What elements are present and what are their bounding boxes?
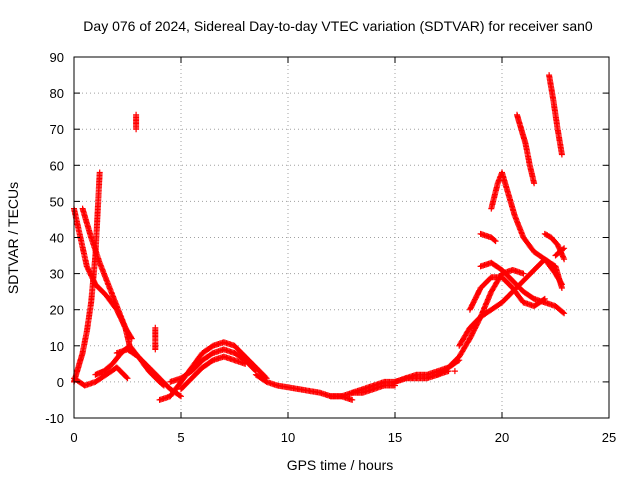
- x-tick-label: 25: [602, 430, 616, 445]
- y-tick-label: 30: [50, 267, 64, 282]
- x-tick-label: 10: [281, 430, 295, 445]
- series-arc-u: [488, 169, 565, 288]
- x-axis-ticks: 0 5 10 15 20 25: [70, 57, 616, 445]
- series-markers: [152, 324, 159, 353]
- series-arc-z: [451, 368, 458, 375]
- series-markers: [514, 111, 538, 187]
- series-markers: [178, 353, 249, 393]
- series-arc-k: [178, 353, 249, 393]
- series-markers: [552, 245, 568, 259]
- series-arc-w: [546, 72, 565, 158]
- series-markers: [79, 205, 135, 342]
- y-tick-label: 70: [50, 122, 64, 137]
- series-arc-y: [552, 245, 568, 259]
- y-axis-label: SDTVAR / TECUs: [5, 182, 21, 294]
- x-tick-label: 0: [70, 430, 77, 445]
- series-markers: [488, 169, 565, 288]
- y-tick-label: 50: [50, 194, 64, 209]
- x-tick-label: 5: [177, 430, 184, 445]
- series-markers: [477, 259, 568, 317]
- y-tick-label: 20: [50, 303, 64, 318]
- series-arc-c: [79, 205, 135, 342]
- series-arc-j: [167, 346, 259, 385]
- series-arc-g: [133, 111, 140, 133]
- series-arc-t: [477, 230, 499, 245]
- series-arc-v: [514, 111, 538, 187]
- y-tick-label: 40: [50, 231, 64, 246]
- y-tick-label: 0: [57, 375, 64, 390]
- series-markers: [167, 346, 259, 385]
- y-axis-ticks: -10 0 10 20 30 40 50 60 70 80 90: [45, 50, 609, 426]
- x-tick-label: 20: [495, 430, 509, 445]
- series-arc-p: [434, 267, 527, 378]
- series-markers: [434, 267, 527, 378]
- y-tick-label: -10: [45, 411, 64, 426]
- y-tick-label: 90: [50, 50, 64, 65]
- x-tick-label: 15: [388, 430, 402, 445]
- grid-layer: [74, 57, 609, 418]
- series-markers: [546, 72, 565, 158]
- chart-title: Day 076 of 2024, Sidereal Day-to-day VTE…: [83, 18, 593, 34]
- y-tick-label: 60: [50, 158, 64, 173]
- x-axis-label: GPS time / hours: [287, 457, 394, 473]
- series-markers: [477, 230, 499, 245]
- series-arc-s: [477, 259, 568, 317]
- data-points: [71, 72, 568, 403]
- series-markers: [466, 274, 548, 313]
- series-markers: [451, 368, 458, 375]
- y-tick-label: 80: [50, 86, 64, 101]
- series-arc-r: [466, 274, 548, 313]
- series-markers: [133, 111, 140, 133]
- series-arc-h: [152, 324, 159, 353]
- y-tick-label: 10: [50, 339, 64, 354]
